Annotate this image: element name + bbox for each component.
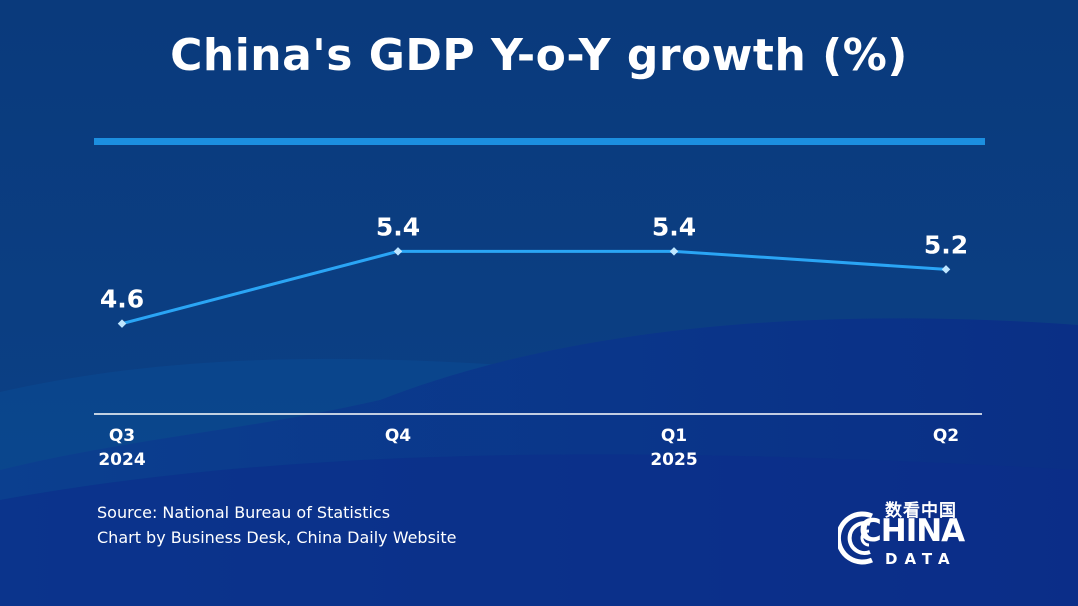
- data-label: 5.4: [376, 212, 420, 241]
- data-label: 4.6: [100, 285, 144, 314]
- data-label: 5.2: [924, 230, 968, 259]
- x-tick-label: Q2: [933, 426, 959, 446]
- signal-arc-icon: [838, 511, 873, 565]
- x-tick-year-label: 2025: [650, 450, 697, 470]
- data-point: [941, 265, 951, 274]
- x-tick-label: Q1: [661, 426, 687, 446]
- x-tick-year-label: 2024: [98, 450, 145, 470]
- logo-subtext: DATA: [885, 550, 957, 568]
- logo-chinese-text: 数看中国: [885, 501, 957, 521]
- data-label: 5.4: [652, 212, 696, 241]
- china-data-logo: 数看中国 CHINA DATA: [838, 494, 978, 574]
- data-point: [117, 319, 127, 328]
- logo-word: CHINA: [859, 513, 965, 549]
- source-line: Source: National Bureau of Statistics: [97, 503, 391, 522]
- x-tick-label: Q3: [109, 426, 135, 446]
- credit-line: Chart by Business Desk, China Daily Webs…: [97, 528, 457, 547]
- chart-title: China's GDP Y-o-Y growth (%): [170, 30, 908, 81]
- data-point: [669, 247, 679, 256]
- x-tick-label: Q4: [385, 426, 411, 446]
- title-underline: [94, 138, 985, 145]
- data-point: [393, 247, 403, 256]
- gdp-growth-line: [121, 249, 947, 326]
